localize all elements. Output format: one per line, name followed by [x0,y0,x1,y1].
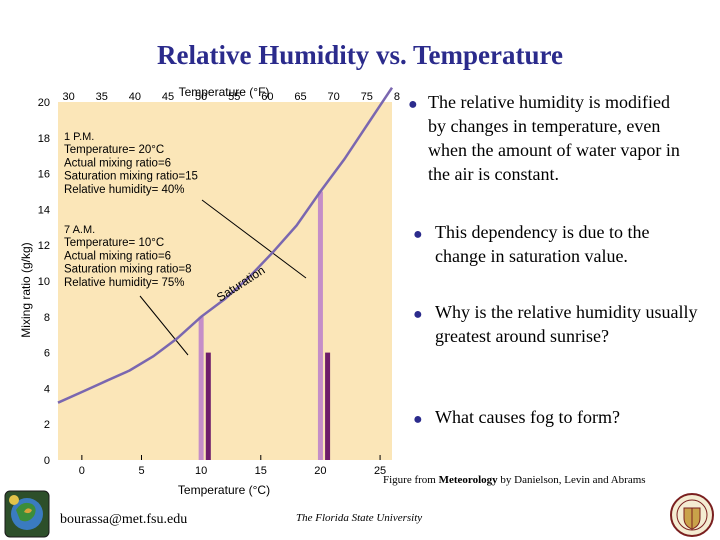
saturation-bar [317,191,323,460]
y-tick-label: 18 [38,133,50,145]
leader-line-1pm [201,199,307,279]
bullet-dot-icon: ● [413,226,423,243]
y-tick-label: 0 [44,455,50,467]
footer-university: The Florida State University [296,512,423,524]
annotation-line: Temperature= 20°C [64,144,164,156]
bullet-item: ● The relative humidity is modified by c… [408,92,680,184]
annotation-line: Saturation mixing ratio=15 [64,171,198,183]
x-tick-label: 0 [79,465,85,477]
plot-background [58,102,392,460]
x2-axis-title: Temperature (°F) [179,85,270,99]
footer-email: bourassa@met.fsu.edu [60,512,188,527]
y-tick-label: 20 [38,97,50,109]
department-logo-icon [4,490,50,538]
x2-tick-label: 50 [195,91,207,103]
bullet-dot-icon: ● [413,306,423,323]
x2-tick-label: 40 [129,91,141,103]
x2-tick-label: 80 [394,91,400,103]
y-tick-label: 16 [38,169,50,181]
x2-tick-label: 35 [96,91,108,103]
annotation-line: Temperature= 10°C [64,237,164,249]
x-tick-label: 10 [195,465,207,477]
y-tick-label: 2 [44,419,50,431]
figure-caption: Figure from Meteorology by Danielson, Le… [383,474,646,486]
bullet-item: ● What causes fog to form? [413,405,703,429]
actual-mixing-bar [325,352,331,460]
x2-tick-label: 65 [294,91,306,103]
y-axis-title: Mixing ratio (g/kg) [19,242,33,337]
y-tick-label: 8 [44,312,50,324]
university-seal-icon [670,493,714,537]
y-tick-label: 10 [38,276,50,288]
annotation-line: 1 P.M. [64,131,94,143]
annotation-line: 7 A.M. [64,224,95,236]
y-tick-label: 12 [38,240,50,252]
saturation-curve [57,87,394,404]
humidity-chart: Saturation 1 P.M.Temperature= 20°CActual… [19,85,400,497]
bullet-item: ● This dependency is due to the change i… [413,222,650,266]
bullet-item: ● Why is the relative humidity usually g… [413,302,698,346]
x-tick-label: 5 [138,465,144,477]
x-axis-title: Temperature (°C) [178,483,270,497]
y-tick-label: 6 [44,348,50,360]
x2-tick-label: 60 [261,91,273,103]
annotation-line: Saturation mixing ratio=8 [64,264,192,276]
bullet-dot-icon: ● [408,96,418,113]
saturation-bar [198,316,204,460]
x2-tick-label: 55 [228,91,240,103]
x2-tick-label: 45 [162,91,174,103]
annotation-line: Actual mixing ratio=6 [64,250,171,262]
actual-mixing-bar [205,352,211,460]
slide-title: Relative Humidity vs. Temperature [157,40,563,70]
x2-tick-label: 75 [361,91,373,103]
annotation-line: Relative humidity= 40% [64,184,185,196]
x2-tick-label: 70 [328,91,340,103]
x-tick-label: 15 [255,465,267,477]
leader-line-7am [139,295,189,356]
x2-tick-label: 30 [62,91,74,103]
annotation-line: Actual mixing ratio=6 [64,157,171,169]
y-tick-label: 4 [44,383,50,395]
bullet-dot-icon: ● [413,411,423,428]
x-tick-label: 20 [314,465,326,477]
annotation-line: Relative humidity= 75% [64,277,185,289]
x-tick-label: 25 [374,465,386,477]
y-tick-label: 14 [38,204,50,216]
